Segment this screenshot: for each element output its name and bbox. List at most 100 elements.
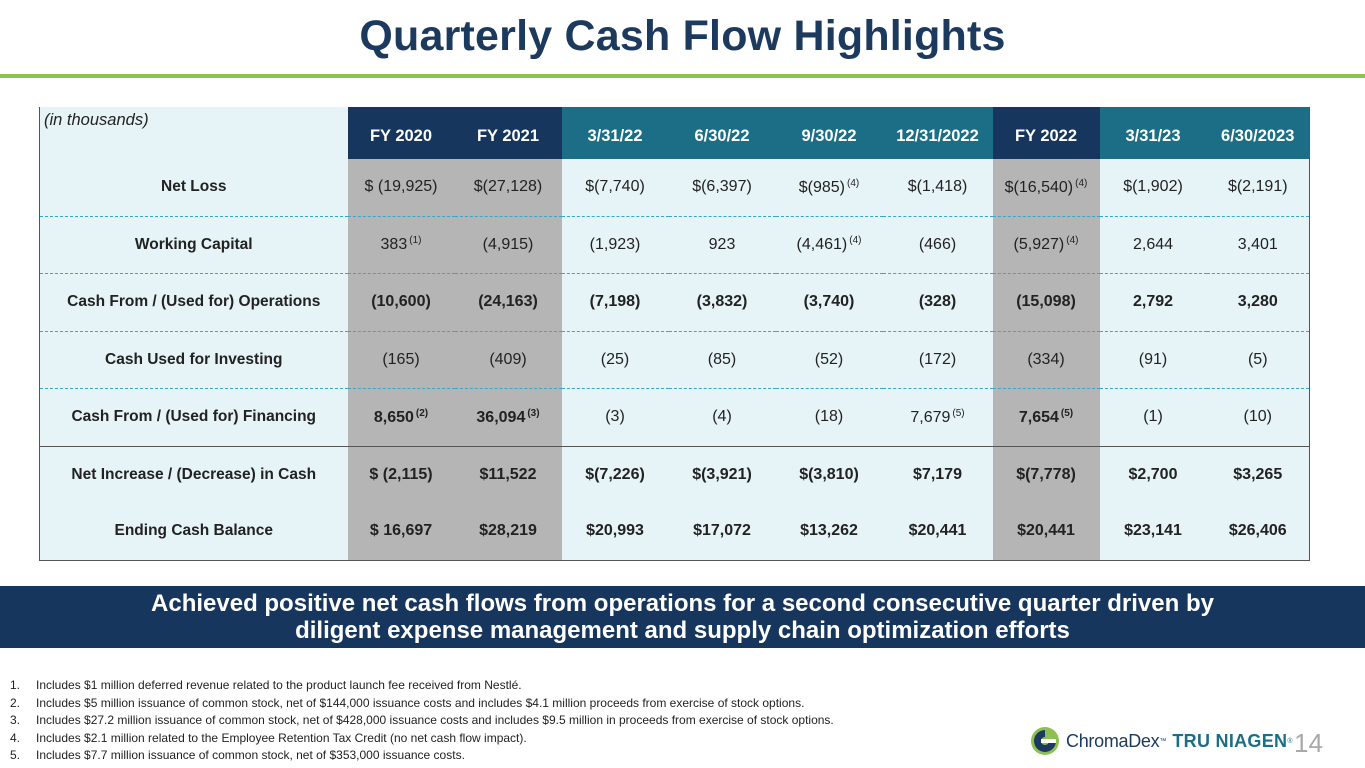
footnotes-list: 1. Includes $1 million deferred revenue r…: [10, 677, 834, 765]
cell-value: $(27,128): [473, 178, 543, 196]
table-cell: (172): [882, 331, 993, 389]
table-cell: $(27,128): [454, 159, 562, 217]
cell-value: $ (19,925): [364, 178, 438, 196]
footnote-item: 2. Includes $5 million issuance of common…: [10, 695, 834, 713]
cell-value: (18): [814, 408, 844, 426]
cell-value: $(16,540): [1004, 178, 1074, 196]
row-label: Cash From / (Used for) Financing: [39, 388, 348, 447]
cell-value: $(6,397): [692, 178, 752, 196]
table-cell: 383 (1): [347, 216, 455, 274]
row-label: Ending Cash Balance: [39, 503, 348, 561]
cell-value: (1): [1143, 408, 1163, 426]
table-cell: (24,163): [454, 273, 562, 332]
table-cell: $(3,921): [668, 446, 776, 503]
table-cell: $3,265: [1206, 446, 1310, 503]
table-cell: (7,198): [561, 273, 669, 332]
footnote-number: 1.: [10, 678, 21, 692]
table-cell: $ 16,697: [347, 503, 455, 561]
footnote-number: 3.: [10, 713, 21, 728]
cash-flow-table: (in thousands) FY 2020 FY 2021 3/31/22 6/30…: [39, 107, 1310, 561]
table-cell: (91): [1099, 331, 1207, 389]
table-cell: $28,219: [454, 503, 562, 561]
footnote-marker: (5): [1060, 407, 1074, 419]
cell-value: (1,923): [589, 235, 641, 253]
cell-value: 2,792: [1132, 293, 1174, 311]
cell-value: (7,198): [589, 293, 641, 311]
table-cell: (1,923): [561, 216, 669, 274]
footnote-marker: (5): [952, 407, 965, 419]
cell-value: 7,679: [910, 408, 951, 426]
table-cell: (25): [561, 331, 669, 389]
table-cell: (4,915): [454, 216, 562, 274]
cell-value: (52): [814, 350, 844, 368]
table-row: Net Loss $ (19,925) $(27,128) $(7,740) $(6,3…: [39, 159, 1310, 217]
table-cell: (3,740): [775, 273, 883, 332]
table-cell: (334): [992, 331, 1100, 389]
cell-value: (24,163): [478, 293, 538, 311]
column-header: 3/31/22: [561, 107, 669, 159]
cell-value: 3,401: [1237, 235, 1278, 253]
cell-value: $ 16,697: [369, 522, 433, 540]
column-header: FY 2021: [454, 107, 562, 159]
table-cell: 36,094 (3): [454, 388, 562, 447]
table-cell: $20,441: [882, 503, 993, 561]
cell-value: $(3,921): [692, 465, 752, 483]
cell-value: (5,927): [1013, 236, 1065, 254]
cell-value: $(2,191): [1227, 178, 1288, 196]
table-row: Net Increase / (Decrease) in Cash $ (2,11…: [39, 446, 1310, 503]
table-cell: 2,792: [1099, 273, 1207, 332]
cell-value: $11,522: [479, 465, 537, 483]
table-cell: $(2,191): [1206, 159, 1310, 217]
title-divider: [0, 74, 1365, 78]
footnote-marker: (2): [415, 407, 429, 419]
table-cell: $(7,778): [992, 446, 1100, 503]
table-cell: (5,927) (4): [992, 216, 1100, 274]
footnote-item: 3. Includes $27.2 million issuance of com…: [10, 712, 834, 730]
table-row: Cash Used for Investing (165) (409) (25) (85…: [39, 331, 1310, 389]
footnote-number: 5.: [10, 748, 21, 763]
footnote-text: Includes $5 million issuance of common s…: [36, 695, 805, 710]
cell-value: (25): [600, 350, 630, 368]
column-header: FY 2022: [992, 107, 1100, 159]
footnote-marker: (1): [409, 235, 422, 247]
footnote-text: Includes $2.1 million related to the Emp…: [36, 730, 527, 745]
cell-value: $(985): [798, 178, 845, 196]
table-cell: (466): [882, 216, 993, 274]
table-cell: 7,679 (5): [882, 388, 993, 447]
cell-value: (4,915): [482, 235, 534, 253]
table-row: Ending Cash Balance $ 16,697 $28,219 $20,99…: [39, 503, 1310, 561]
cell-value: (172): [918, 350, 957, 368]
table-cell: $13,262: [775, 503, 883, 561]
cell-value: (409): [489, 350, 527, 368]
table-cell: (4,461) (4): [775, 216, 883, 274]
table-cell: 923: [668, 216, 776, 274]
table-cell: (4): [668, 388, 776, 447]
table-cell: $(985) (4): [775, 159, 883, 217]
footnote-marker: (4): [1066, 235, 1079, 247]
table-cell: (5): [1206, 331, 1310, 389]
cell-value: $20,993: [586, 522, 644, 540]
column-header: 9/30/22: [775, 107, 883, 159]
row-label: Net Loss: [39, 159, 348, 217]
cell-value: (3,832): [696, 293, 748, 311]
logo-chromadex-text: ChromaDex: [1066, 730, 1160, 751]
cell-value: 3,280: [1237, 293, 1278, 311]
table-cell: $20,993: [561, 503, 669, 561]
table-cell: $(6,397): [668, 159, 776, 217]
cell-value: 36,094: [476, 408, 526, 426]
cell-value: $ (2,115): [369, 465, 433, 483]
table-cell: $(16,540) (4): [992, 159, 1100, 217]
cell-value: (3): [605, 408, 625, 426]
table-cell: $ (19,925): [347, 159, 455, 217]
row-label: Cash Used for Investing: [39, 331, 348, 389]
cell-value: (3,740): [803, 293, 855, 311]
cell-value: $28,219: [479, 522, 537, 540]
cell-value: $7,179: [913, 465, 962, 483]
table-body: Net Loss $ (19,925) $(27,128) $(7,740) $(6,3…: [39, 159, 1310, 561]
cell-value: 7,654: [1018, 408, 1059, 426]
table-row: Cash From / (Used for) Financing 8,650 (2)…: [39, 388, 1310, 447]
row-label: Net Increase / (Decrease) in Cash: [39, 446, 348, 503]
footnote-number: 4.: [10, 730, 21, 745]
table-cell: $2,700: [1099, 446, 1207, 503]
chromadex-mark-icon: [1031, 727, 1059, 755]
